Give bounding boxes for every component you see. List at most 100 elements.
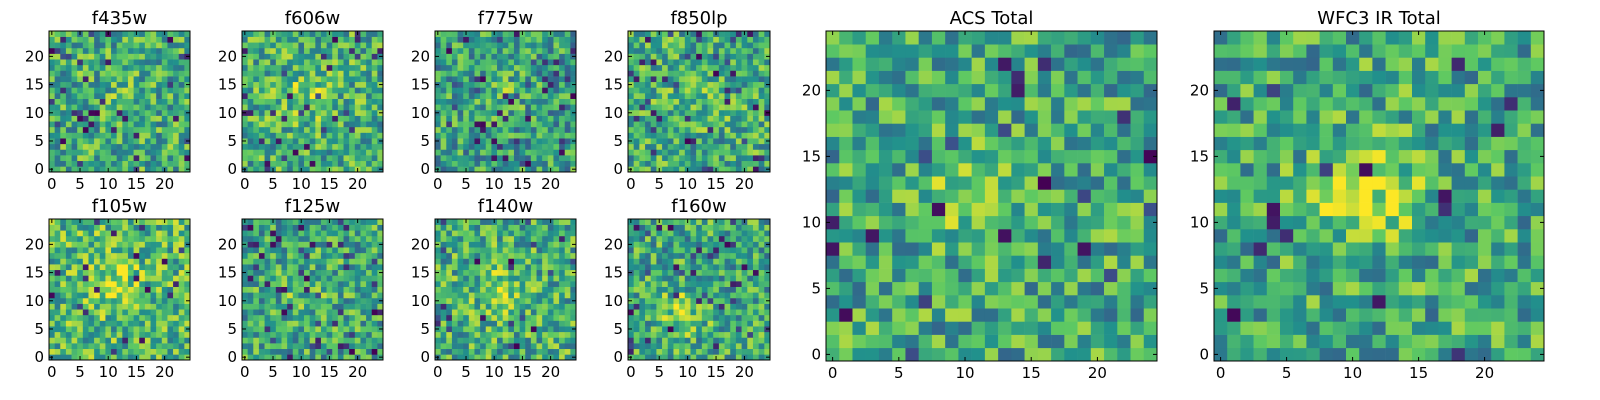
heatmap-cell [304, 275, 310, 282]
heatmap-cell [127, 264, 134, 271]
heatmap-cell [54, 303, 61, 310]
heatmap-cell [116, 331, 123, 338]
heatmap-cell [564, 292, 571, 299]
heatmap-cell [65, 36, 72, 43]
heatmap-cell [326, 87, 333, 94]
heatmap-cell [673, 76, 680, 83]
heatmap-cell [474, 292, 481, 299]
heatmap-cell [656, 64, 663, 71]
heatmap-cell [440, 31, 447, 37]
heatmap-cell [360, 121, 367, 128]
heatmap-cell [707, 354, 714, 361]
heatmap-cell [366, 76, 373, 83]
heatmap-cell [287, 264, 294, 271]
heatmap-cell [735, 303, 742, 310]
heatmap-cell [764, 64, 771, 71]
heatmap-cell [701, 303, 708, 310]
heatmap-cell [161, 348, 168, 355]
heatmap-cell [497, 121, 503, 128]
heatmap-cell [553, 132, 560, 139]
heatmap-cell [667, 87, 674, 94]
heatmap-cell [54, 121, 61, 128]
heatmap-cell [371, 166, 378, 173]
heatmap-cell [184, 149, 191, 156]
heatmap-cell [497, 138, 503, 145]
heatmap-cell [287, 166, 294, 173]
heatmap-cell [764, 320, 771, 327]
heatmap-cell [332, 109, 339, 116]
heatmap-cell [701, 87, 708, 94]
heatmap-cell [724, 76, 731, 83]
heatmap-cell [525, 59, 532, 66]
heatmap-cell [320, 258, 327, 265]
heatmap-cell [480, 42, 487, 49]
heatmap-cell [435, 258, 441, 265]
heatmap-cell [718, 309, 725, 316]
heatmap-cell [564, 343, 571, 350]
heatmap-cell [508, 36, 515, 43]
heatmap-cell [690, 76, 697, 83]
heatmap-cell [491, 93, 498, 99]
heatmap-cell [122, 36, 129, 43]
heatmap-cell [275, 53, 282, 60]
heatmap-cell [718, 314, 725, 321]
heatmap-cell [474, 297, 481, 304]
heatmap-cell [167, 241, 174, 248]
heatmap-cell [360, 269, 367, 276]
heatmap-cell [667, 104, 674, 111]
heatmap-cell [343, 235, 350, 242]
heatmap-cell [764, 275, 771, 282]
heatmap-cell [99, 98, 106, 105]
heatmap-cell [741, 104, 748, 111]
heatmap-cell [485, 326, 492, 333]
heatmap-cell [122, 126, 129, 133]
heatmap-cell [497, 36, 503, 43]
heatmap-cell [758, 64, 765, 71]
heatmap-cell [49, 104, 55, 111]
heatmap-cell [82, 42, 89, 49]
heatmap-cell [94, 247, 101, 254]
heatmap-cell [530, 98, 537, 105]
heatmap-cell [65, 247, 72, 254]
heatmap-cell [377, 314, 384, 321]
heatmap-cell [377, 281, 384, 287]
heatmap-cell [633, 149, 640, 156]
x-tick-label: 15 [320, 363, 339, 381]
heatmap-cell [161, 269, 168, 276]
heatmap-cell [371, 320, 378, 327]
heatmap-cell [82, 314, 89, 321]
heatmap-cell [764, 132, 771, 139]
heatmap-cell [309, 303, 316, 310]
heatmap-cell [88, 230, 95, 237]
heatmap-cell [127, 314, 134, 321]
heatmap-cell [485, 109, 492, 116]
heatmap-cell [513, 87, 520, 94]
heatmap-cell [451, 115, 458, 122]
heatmap-cell [536, 258, 543, 265]
heatmap-cell [667, 160, 674, 167]
heatmap-cell [184, 331, 191, 338]
heatmap-cell [133, 286, 140, 293]
heatmap-cell [377, 264, 384, 271]
heatmap-cell [144, 138, 151, 145]
heatmap-cell [292, 138, 299, 145]
heatmap-cell [99, 241, 106, 248]
heatmap-cell [530, 269, 537, 276]
heatmap-cell [679, 275, 686, 282]
heatmap-cell [71, 121, 78, 128]
heatmap-cell [747, 132, 754, 139]
heatmap-cell [82, 269, 89, 276]
heatmap-cell [127, 76, 134, 83]
heatmap-cell [354, 292, 361, 299]
heatmap-cell [758, 331, 765, 338]
heatmap-cell [650, 115, 657, 122]
heatmap-cell [542, 59, 549, 66]
heatmap-cell [88, 247, 95, 254]
heatmap-cell [673, 337, 680, 344]
heatmap-cell [690, 337, 697, 344]
heatmap-cell [377, 47, 384, 54]
heatmap-cell [60, 76, 67, 83]
heatmap-cell [320, 281, 327, 287]
heatmap-cell [54, 320, 61, 327]
heatmap-cell [536, 247, 543, 254]
